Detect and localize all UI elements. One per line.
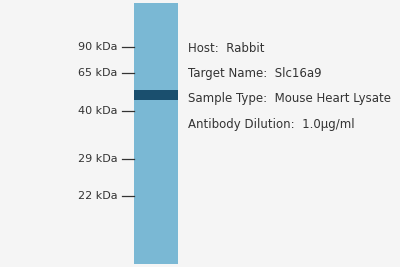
Text: Antibody Dilution:  1.0µg/ml: Antibody Dilution: 1.0µg/ml (188, 118, 355, 131)
Text: 90 kDa: 90 kDa (78, 42, 117, 52)
Text: 65 kDa: 65 kDa (78, 68, 117, 78)
Text: Target Name:  Slc16a9: Target Name: Slc16a9 (188, 67, 322, 80)
Text: 29 kDa: 29 kDa (78, 154, 117, 164)
Text: 22 kDa: 22 kDa (78, 191, 117, 201)
Text: Sample Type:  Mouse Heart Lysate: Sample Type: Mouse Heart Lysate (188, 92, 391, 105)
Bar (134, 3, 178, 264)
Bar (134, 90, 178, 100)
Text: 40 kDa: 40 kDa (78, 106, 117, 116)
Text: Host:  Rabbit: Host: Rabbit (188, 42, 264, 54)
